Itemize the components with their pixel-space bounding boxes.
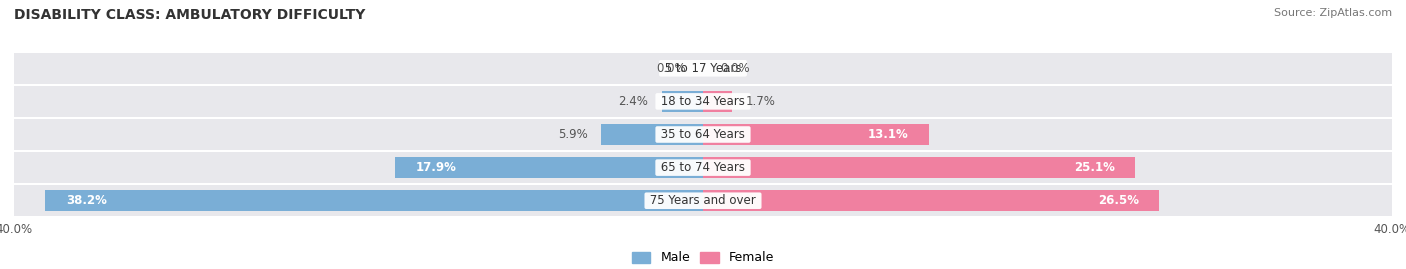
Text: 35 to 64 Years: 35 to 64 Years [657, 128, 749, 141]
Bar [14, 53, 1392, 83]
Bar [14, 86, 1392, 117]
Text: 2.4%: 2.4% [619, 95, 648, 108]
Text: 5.9%: 5.9% [558, 128, 588, 141]
Bar [14, 186, 1392, 216]
Text: 25.1%: 25.1% [1074, 161, 1115, 174]
Text: 5 to 17 Years: 5 to 17 Years [661, 62, 745, 75]
Text: 26.5%: 26.5% [1098, 194, 1139, 207]
Bar [703, 190, 1160, 211]
Bar [395, 157, 703, 178]
Text: 0.0%: 0.0% [657, 62, 686, 75]
Text: 65 to 74 Years: 65 to 74 Years [657, 161, 749, 174]
Text: 13.1%: 13.1% [868, 128, 908, 141]
Bar [45, 190, 703, 211]
Text: DISABILITY CLASS: AMBULATORY DIFFICULTY: DISABILITY CLASS: AMBULATORY DIFFICULTY [14, 8, 366, 22]
Bar [14, 152, 1392, 183]
Text: 0.0%: 0.0% [720, 62, 749, 75]
Bar [662, 91, 703, 112]
Bar [703, 91, 733, 112]
Text: Source: ZipAtlas.com: Source: ZipAtlas.com [1274, 8, 1392, 18]
Text: 1.7%: 1.7% [747, 95, 776, 108]
Bar [14, 119, 1392, 150]
Text: 17.9%: 17.9% [415, 161, 456, 174]
Text: 75 Years and over: 75 Years and over [647, 194, 759, 207]
Text: 18 to 34 Years: 18 to 34 Years [657, 95, 749, 108]
Legend: Male, Female: Male, Female [627, 246, 779, 269]
Text: 38.2%: 38.2% [66, 194, 107, 207]
Bar [602, 124, 703, 145]
Bar [703, 124, 928, 145]
Bar [703, 157, 1135, 178]
